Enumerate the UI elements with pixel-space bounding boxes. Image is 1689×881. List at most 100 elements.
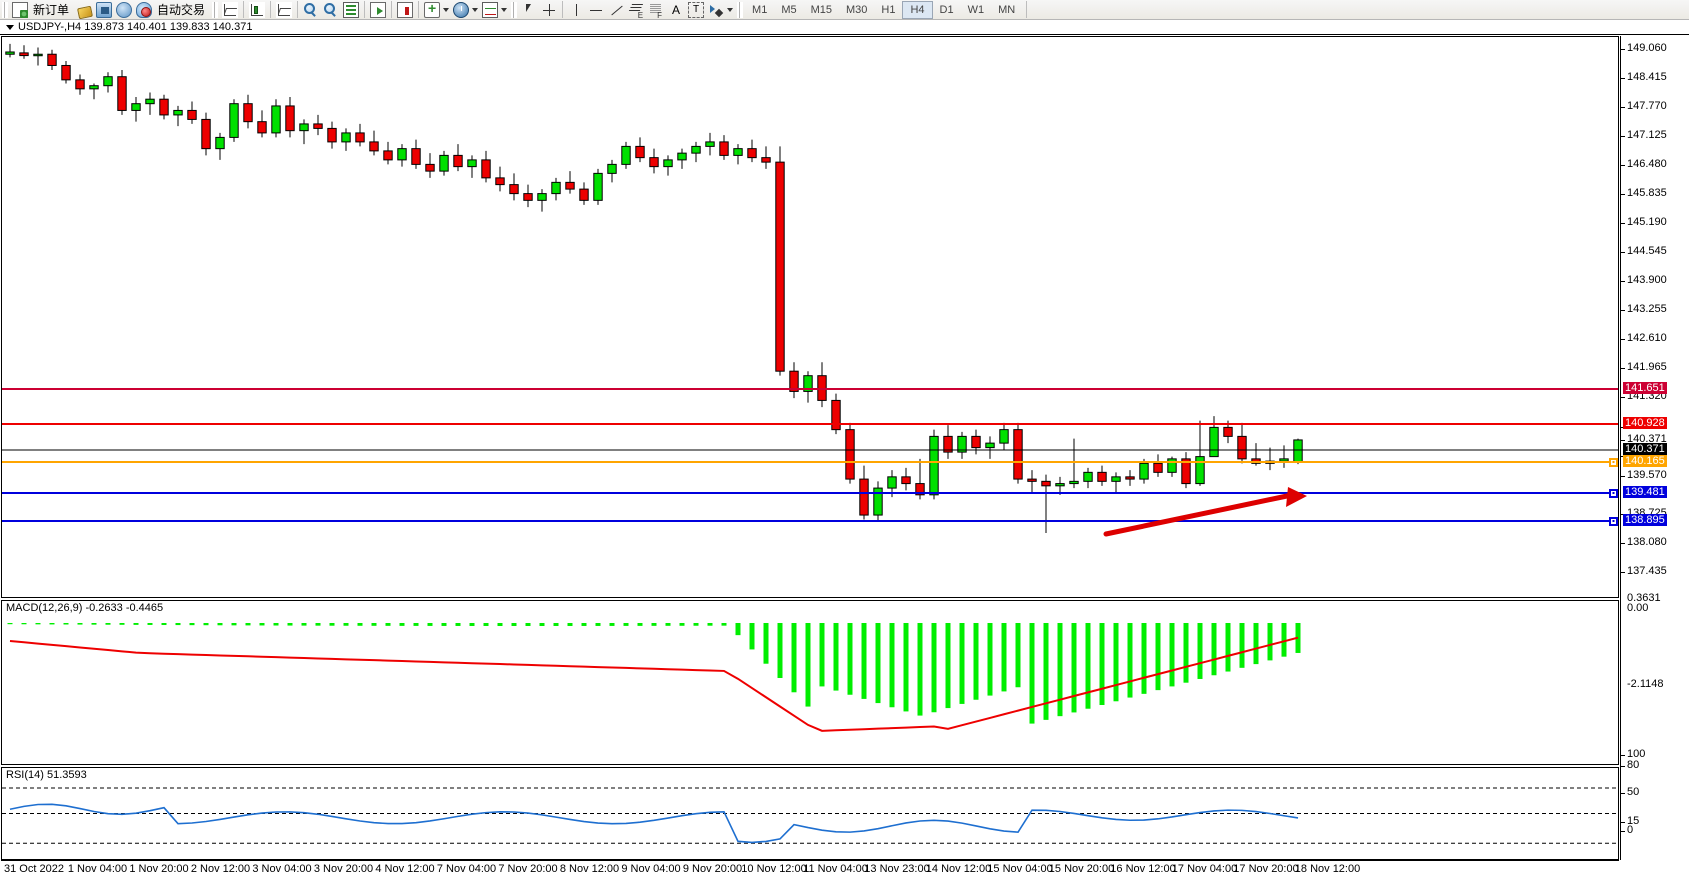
gold-bars-icon xyxy=(76,2,94,19)
time-axis-label-4: 3 Nov 04:00 xyxy=(252,863,312,875)
candle xyxy=(355,123,365,147)
candle xyxy=(635,137,645,163)
crosshair-icon xyxy=(541,2,557,18)
uptrend-arrow[interactable] xyxy=(1103,487,1307,537)
time-axis-label-19: 17 Nov 04:00 xyxy=(1171,863,1238,875)
toolbar-grip-4[interactable] xyxy=(737,1,744,18)
macd-histogram-bar xyxy=(259,623,265,626)
support-level-2-badge[interactable]: 138.895 xyxy=(1623,514,1667,526)
timeframe-d1[interactable]: D1 xyxy=(939,3,954,16)
line-chart-button[interactable] xyxy=(274,0,294,19)
chevron-down-icon-3[interactable] xyxy=(501,7,508,12)
timeframe-m15[interactable]: M15 xyxy=(810,3,832,16)
timeframe-m30[interactable]: M30 xyxy=(846,3,868,16)
indicators-button[interactable] xyxy=(422,0,451,19)
candle xyxy=(663,155,673,176)
resistance-level-2-badge[interactable]: 140.928 xyxy=(1623,417,1667,429)
candle xyxy=(201,112,211,156)
resistance-level-1-badge[interactable]: 141.651 xyxy=(1623,382,1667,394)
candle xyxy=(229,99,239,142)
horizontal-line-button[interactable] xyxy=(586,0,606,19)
fibonacci-button[interactable] xyxy=(646,0,666,20)
price-axis[interactable]: 149.060 148.415 147.770 147.125 146.480 145.8… xyxy=(1620,36,1689,860)
clock-icon xyxy=(453,1,470,18)
rsi-axis-tickmark xyxy=(1621,755,1625,756)
crosshair-button[interactable] xyxy=(539,0,559,19)
current-price-level-badge[interactable]: 140.371 xyxy=(1623,443,1667,455)
data-window-button[interactable] xyxy=(341,0,361,19)
chevron-down-icon[interactable] xyxy=(443,7,450,12)
rsi-axis-tickmark xyxy=(1621,822,1625,823)
terminal-button[interactable] xyxy=(94,0,114,19)
macd-histogram-bar xyxy=(1071,623,1077,713)
macd-signal-line xyxy=(9,636,1299,732)
timeframe-mn[interactable]: MN xyxy=(998,3,1016,16)
zoom-out-button[interactable] xyxy=(321,0,341,19)
new-order-button[interactable]: 新订单 xyxy=(10,0,74,19)
autotrading-button[interactable]: 自动交易 xyxy=(134,0,210,19)
macd-axis-tick-0: 0.3631 xyxy=(1627,592,1661,604)
rsi-axis-tickmark xyxy=(1621,831,1625,832)
toolbar-grip-2[interactable] xyxy=(212,1,219,18)
chart-menu-triangle-icon[interactable] xyxy=(6,24,14,30)
time-axis[interactable]: 31 Oct 2022 1 Nov 04:00 1 Nov 20:00 2 Nov 1… xyxy=(0,861,1689,881)
text-button[interactable]: A xyxy=(666,0,686,19)
price-axis-tick-2: 147.770 xyxy=(1627,100,1667,113)
candle xyxy=(523,184,533,208)
candle xyxy=(1237,422,1247,464)
auto-scroll-button[interactable] xyxy=(368,0,388,19)
chevron-down-icon-2[interactable] xyxy=(472,7,479,12)
macd-histogram-bar xyxy=(371,623,377,626)
candle xyxy=(1083,467,1093,489)
expert-advisors-button[interactable] xyxy=(74,0,94,19)
time-axis-label-7: 7 Nov 04:00 xyxy=(436,863,497,875)
axis-tick xyxy=(1621,107,1625,109)
bar-chart-button[interactable] xyxy=(220,0,240,19)
macd-histogram-bar xyxy=(301,623,307,626)
market-watch-button[interactable] xyxy=(114,0,134,19)
toolbar-grip-3[interactable] xyxy=(511,1,518,18)
timeframe-m5[interactable]: M5 xyxy=(781,3,797,16)
candle xyxy=(1209,416,1219,458)
macd-histogram-bar xyxy=(679,623,685,626)
timeframe-m1[interactable]: M1 xyxy=(752,3,768,16)
zoom-in-button[interactable] xyxy=(301,0,321,19)
bid-price-level-badge[interactable]: 140.165 xyxy=(1623,455,1667,467)
macd-histogram-bar xyxy=(21,623,27,625)
chevron-down-icon-4[interactable] xyxy=(727,7,734,12)
toolbar-grip[interactable] xyxy=(2,1,8,18)
templates-button[interactable] xyxy=(480,0,509,19)
candle xyxy=(845,422,855,484)
cursor-button[interactable] xyxy=(519,0,539,19)
timeframe-h4[interactable]: H4 xyxy=(902,0,933,19)
macd-histogram-bar xyxy=(875,623,881,704)
trendline-button[interactable] xyxy=(606,0,626,19)
axis-tick xyxy=(1621,136,1625,138)
period-button[interactable] xyxy=(451,0,480,19)
vertical-line-button[interactable] xyxy=(566,0,586,19)
timeframe-h1[interactable]: H1 xyxy=(881,3,896,16)
timeframe-w1[interactable]: W1 xyxy=(967,3,985,16)
price-chart-svg xyxy=(2,43,1618,537)
candle xyxy=(565,171,575,194)
rsi-pane[interactable]: RSI(14) 51.3593 xyxy=(1,767,1619,860)
macd-histogram-bar xyxy=(735,623,741,636)
support-level-1-badge[interactable]: 139.481 xyxy=(1623,486,1667,498)
macd-histogram-bar xyxy=(315,623,321,626)
equidistant-channel-button[interactable] xyxy=(626,0,646,20)
macd-pane[interactable]: MACD(12,26,9) -0.2633 -0.4465 xyxy=(1,600,1619,765)
candle xyxy=(271,99,281,138)
chart-shift-button[interactable] xyxy=(395,0,415,19)
candle xyxy=(1167,456,1177,477)
candle xyxy=(1069,438,1079,489)
candle xyxy=(481,150,491,183)
price-axis-tick-10: 142.610 xyxy=(1627,332,1667,345)
macd-histogram-bar xyxy=(357,623,363,626)
text-label-button[interactable]: T xyxy=(686,0,706,19)
price-pane[interactable] xyxy=(1,36,1619,598)
shapes-button[interactable] xyxy=(706,0,735,19)
macd-histogram-bar xyxy=(861,623,867,699)
macd-histogram-bar xyxy=(791,623,797,693)
candlestick-chart-button[interactable] xyxy=(247,0,267,19)
macd-histogram-bar xyxy=(217,623,223,626)
